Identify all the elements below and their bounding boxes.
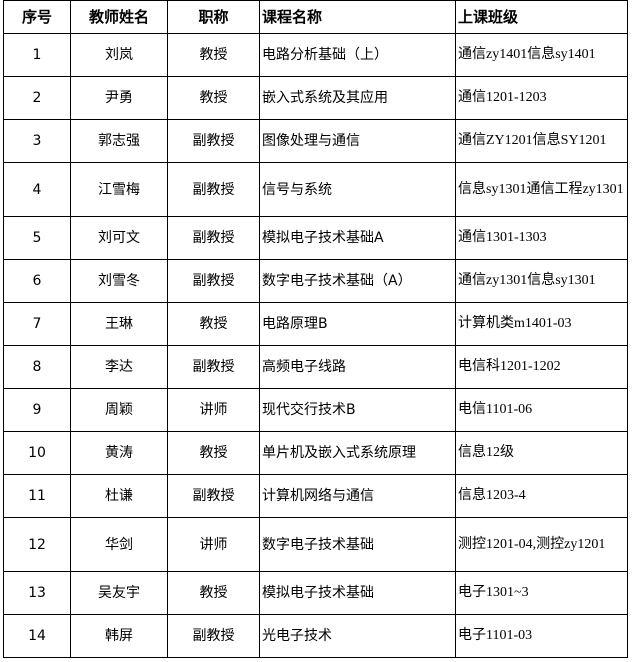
- cell-title: 副教授: [167, 614, 260, 658]
- cell-teacher-name: 刘雪冬: [70, 259, 168, 303]
- cell-title: 副教授: [167, 345, 260, 389]
- header-index: 序号: [3, 0, 71, 34]
- cell-title: 副教授: [167, 162, 260, 217]
- header-class: 上课班级: [455, 0, 628, 34]
- cell-course-name: 高频电子线路: [259, 345, 456, 389]
- cell-teacher-name: 江雪梅: [70, 162, 168, 217]
- cell-course-name: 现代交行技术B: [259, 388, 456, 432]
- cell-course-name: 信号与系统: [259, 162, 456, 217]
- cell-class: 信息12级: [455, 431, 628, 475]
- cell-index: 2: [3, 76, 71, 120]
- table-row: 8 李达 副教授 高频电子线路 电信科1201-1202: [3, 345, 628, 389]
- cell-index: 4: [3, 162, 71, 217]
- cell-course-name: 嵌入式系统及其应用: [259, 76, 456, 120]
- cell-teacher-name: 郭志强: [70, 119, 168, 163]
- cell-title: 副教授: [167, 259, 260, 303]
- cell-teacher-name: 韩屏: [70, 614, 168, 658]
- cell-index: 10: [3, 431, 71, 475]
- cell-index: 6: [3, 259, 71, 303]
- header-teacher-name: 教师姓名: [70, 0, 168, 34]
- cell-title: 副教授: [167, 119, 260, 163]
- cell-title: 教授: [167, 33, 260, 77]
- cell-course-name: 光电子技术: [259, 614, 456, 658]
- cell-teacher-name: 黄涛: [70, 431, 168, 475]
- cell-course-name: 电路原理B: [259, 302, 456, 346]
- table-row: 4 江雪梅 副教授 信号与系统 信息sy1301通信工程zy1301: [3, 162, 628, 217]
- cell-class: 电信1101-06: [455, 388, 628, 432]
- header-course-name: 课程名称: [259, 0, 456, 34]
- cell-course-name: 电路分析基础（上）: [259, 33, 456, 77]
- teacher-course-table: 序号 教师姓名 职称 课程名称 上课班级 1 刘岚 教授 电路分析基础（上） 通信zy1…: [3, 0, 628, 658]
- table-row: 7 王琳 教授 电路原理B 计算机类m1401-03: [3, 302, 628, 346]
- cell-title: 教授: [167, 76, 260, 120]
- table-row: 10 黄涛 教授 单片机及嵌入式系统原理 信息12级: [3, 431, 628, 475]
- cell-index: 12: [3, 517, 71, 572]
- cell-index: 14: [3, 614, 71, 658]
- cell-title: 教授: [167, 571, 260, 615]
- cell-teacher-name: 杜谦: [70, 474, 168, 518]
- cell-course-name: 计算机网络与通信: [259, 474, 456, 518]
- cell-class: 信息sy1301通信工程zy1301: [455, 162, 628, 217]
- cell-index: 9: [3, 388, 71, 432]
- cell-class: 电子1301~3: [455, 571, 628, 615]
- table-row: 13 吴友宇 教授 模拟电子技术基础 电子1301~3: [3, 571, 628, 615]
- cell-course-name: 图像处理与通信: [259, 119, 456, 163]
- table-row: 3 郭志强 副教授 图像处理与通信 通信ZY1201信息SY1201: [3, 119, 628, 163]
- cell-class: 电信科1201-1202: [455, 345, 628, 389]
- cell-teacher-name: 尹勇: [70, 76, 168, 120]
- cell-course-name: 模拟电子技术基础: [259, 571, 456, 615]
- cell-class: 电子1101-03: [455, 614, 628, 658]
- table-row: 6 刘雪冬 副教授 数字电子技术基础（A） 通信zy1301信息sy1301: [3, 259, 628, 303]
- cell-course-name: 数字电子技术基础: [259, 517, 456, 572]
- cell-teacher-name: 刘可文: [70, 216, 168, 260]
- cell-index: 3: [3, 119, 71, 163]
- cell-teacher-name: 华剑: [70, 517, 168, 572]
- cell-course-name: 数字电子技术基础（A）: [259, 259, 456, 303]
- cell-class: 测控1201-04,测控zy1201: [455, 517, 628, 572]
- cell-teacher-name: 王琳: [70, 302, 168, 346]
- cell-title: 副教授: [167, 474, 260, 518]
- cell-class: 信息1203-4: [455, 474, 628, 518]
- cell-class: 通信1201-1203: [455, 76, 628, 120]
- cell-title: 教授: [167, 302, 260, 346]
- table-row: 5 刘可文 副教授 模拟电子技术基础A 通信1301-1303: [3, 216, 628, 260]
- cell-index: 13: [3, 571, 71, 615]
- cell-course-name: 单片机及嵌入式系统原理: [259, 431, 456, 475]
- cell-title: 讲师: [167, 517, 260, 572]
- table-row: 2 尹勇 教授 嵌入式系统及其应用 通信1201-1203: [3, 76, 628, 120]
- cell-class: 通信zy1401信息sy1401: [455, 33, 628, 77]
- cell-teacher-name: 吴友宇: [70, 571, 168, 615]
- cell-course-name: 模拟电子技术基础A: [259, 216, 456, 260]
- cell-index: 5: [3, 216, 71, 260]
- cell-title: 讲师: [167, 388, 260, 432]
- table-row: 14 韩屏 副教授 光电子技术 电子1101-03: [3, 614, 628, 658]
- table-row: 11 杜谦 副教授 计算机网络与通信 信息1203-4: [3, 474, 628, 518]
- table-row: 9 周颖 讲师 现代交行技术B 电信1101-06: [3, 388, 628, 432]
- cell-index: 7: [3, 302, 71, 346]
- table-row: 12 华剑 讲师 数字电子技术基础 测控1201-04,测控zy1201: [3, 517, 628, 572]
- header-row: 序号 教师姓名 职称 课程名称 上课班级: [3, 0, 628, 34]
- cell-index: 1: [3, 33, 71, 77]
- cell-index: 8: [3, 345, 71, 389]
- cell-index: 11: [3, 474, 71, 518]
- cell-teacher-name: 刘岚: [70, 33, 168, 77]
- cell-title: 教授: [167, 431, 260, 475]
- cell-class: 通信ZY1201信息SY1201: [455, 119, 628, 163]
- cell-class: 计算机类m1401-03: [455, 302, 628, 346]
- cell-title: 副教授: [167, 216, 260, 260]
- table-row: 1 刘岚 教授 电路分析基础（上） 通信zy1401信息sy1401: [3, 33, 628, 77]
- cell-teacher-name: 周颖: [70, 388, 168, 432]
- cell-class: 通信zy1301信息sy1301: [455, 259, 628, 303]
- cell-teacher-name: 李达: [70, 345, 168, 389]
- header-title: 职称: [167, 0, 260, 34]
- cell-class: 通信1301-1303: [455, 216, 628, 260]
